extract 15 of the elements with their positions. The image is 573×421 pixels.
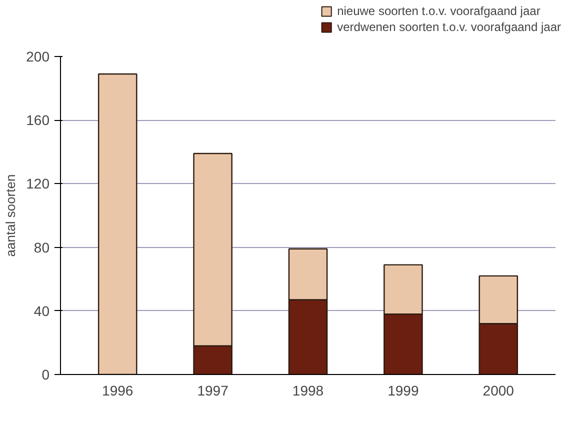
x-tick-label: 1998 [292,382,324,398]
y-axis-title: aantal soorten [3,174,18,257]
bar [98,73,138,374]
y-tick-label: 200 [26,48,50,64]
legend-label: verdwenen soorten t.o.v. voorafgaand jaar [337,20,561,34]
y-tick-label: 120 [26,176,50,192]
legend-label: nieuwe soorten t.o.v. voorafgaand jaar [337,4,540,18]
y-tick-label: 160 [26,112,50,128]
y-tick-label: 0 [42,366,50,382]
y-tick-label: 40 [34,302,50,319]
x-tick-label: 2000 [482,382,514,398]
x-tick-label: 1996 [102,382,134,398]
x-tick-label: 1997 [197,382,229,398]
x-tick-label: 1999 [388,382,419,398]
y-tick-label: 80 [34,239,50,256]
